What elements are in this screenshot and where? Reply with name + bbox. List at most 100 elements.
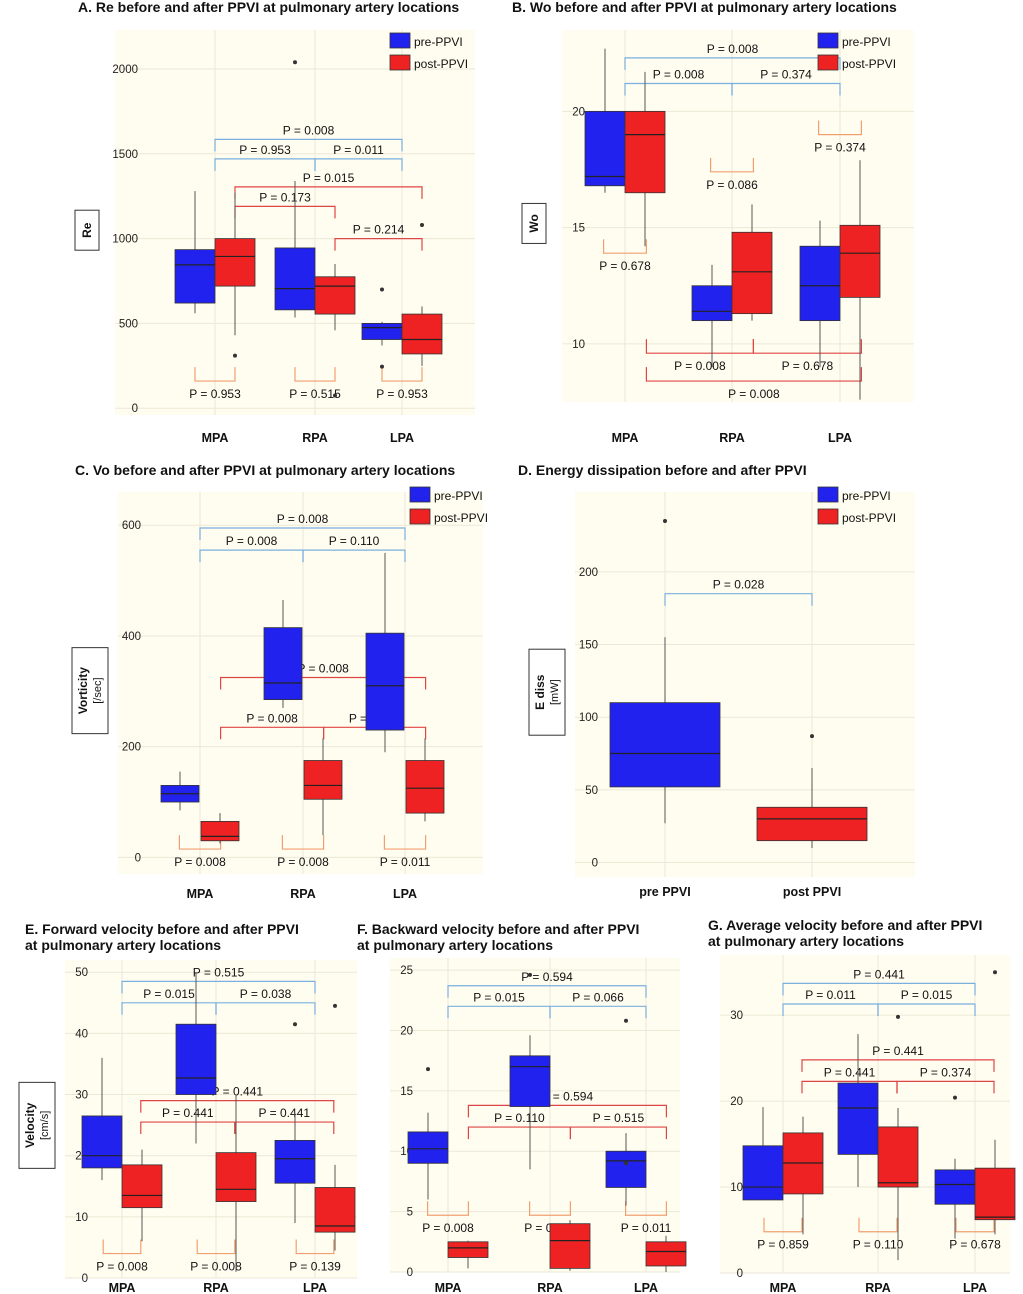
significance-bracket: [955, 1217, 995, 1233]
significance-bracket: [121, 980, 316, 994]
y-tick-label: 20: [572, 106, 585, 118]
panel-g: G. Average velocity before and after PPV…: [708, 917, 1016, 1294]
p-value-label: P = 0.008: [653, 67, 705, 81]
legend-label: post-PPVI: [842, 57, 896, 71]
p-value-label: P = 0.214: [353, 223, 405, 237]
p-value-label: P = 0.008: [707, 42, 759, 56]
y-tick-label: 0: [132, 403, 138, 415]
box-iqr: [447, 1241, 489, 1258]
box-iqr: [303, 760, 343, 800]
x-category-label: MPA: [770, 1281, 797, 1294]
significance-bracket: [625, 1201, 667, 1216]
box-iqr: [81, 1115, 123, 1169]
chart-title: G. Average velocity before and after PPV…: [708, 917, 982, 933]
significance-bracket: [178, 835, 222, 850]
significance-bracket: [801, 1059, 995, 1072]
legend-label: post-PPVI: [414, 57, 468, 71]
x-category-label: MPA: [187, 887, 214, 901]
panel-b: B. Wo before and after PPVI at pulmonary…: [512, 0, 914, 445]
chart-title: C. Vo before and after PPVI at pulmonary…: [75, 462, 455, 478]
p-value-label: P = 0.441: [872, 1044, 924, 1058]
y-tick-label: 100: [579, 712, 598, 724]
y-axis-label-group: Vorticity [/sec]: [76, 667, 104, 714]
y-tick-label: 200: [122, 742, 141, 754]
outlier-point: [233, 353, 237, 358]
significance-bracket: [194, 367, 236, 382]
x-category-label: pre PPVI: [639, 885, 690, 899]
p-value-label: P = 0.594: [542, 1089, 594, 1103]
box-iqr: [361, 323, 403, 340]
outlier-point: [663, 519, 667, 524]
p-value-label: P = 0.374: [920, 1065, 972, 1079]
p-value-label: P = 0.008: [297, 661, 349, 675]
p-value-label: P = 0.008: [246, 711, 298, 725]
y-tick-label: 30: [730, 1010, 743, 1022]
x-category-label: post PPVI: [783, 885, 841, 899]
legend-label: post-PPVI: [842, 511, 896, 525]
box-iqr: [839, 224, 881, 298]
outlier-point: [624, 1018, 628, 1023]
significance-bracket: [199, 527, 406, 540]
significance-bracket: [624, 57, 841, 70]
p-value-label: P = 0.008: [190, 1260, 242, 1274]
y-tick-label: 600: [122, 520, 141, 532]
panel-a: A. Re before and after PPVI at pulmonary…: [74, 0, 475, 445]
outlier-point: [380, 287, 384, 292]
y-axis-label: Wo: [527, 214, 541, 232]
plot-background: [390, 958, 680, 1272]
outlier-point: [293, 60, 297, 65]
significance-bracket: [302, 549, 406, 563]
y-tick-label: 15: [400, 1086, 413, 1098]
p-value-label: P = 0.441: [853, 967, 905, 981]
p-value-label: P = 0.086: [706, 178, 758, 192]
significance-bracket: [763, 1217, 803, 1233]
y-tick-label: 1500: [112, 149, 138, 161]
y-tick-label: 50: [75, 967, 88, 979]
p-value-label: P = 0.110: [853, 1238, 904, 1252]
y-tick-label: 0: [592, 857, 598, 869]
significance-bracket: [549, 1005, 647, 1019]
legend-label: pre-PPVI: [842, 35, 891, 49]
x-category-label: MPA: [109, 1281, 136, 1294]
y-axis-label-group: Velocity [cm/s]: [23, 1102, 51, 1148]
x-category-label: LPA: [303, 1281, 327, 1294]
significance-bracket: [782, 982, 976, 996]
box-iqr: [407, 1131, 449, 1164]
significance-bracket: [818, 120, 862, 136]
p-value-label: P = 0.008: [226, 534, 278, 548]
significance-bracket: [314, 158, 403, 171]
p-value-label: P = 0.515: [193, 965, 245, 979]
significance-bracket: [664, 593, 813, 606]
p-value-label: P = 0.441: [259, 1106, 311, 1120]
outlier-point: [380, 364, 384, 369]
y-axis-label-group: E diss [mW]: [533, 674, 561, 710]
p-value-label: P = 0.008: [283, 123, 335, 137]
y-tick-label: 0: [82, 1273, 88, 1285]
box-iqr: [877, 1126, 919, 1188]
y-tick-label: 200: [579, 567, 598, 579]
legend-swatch: [409, 486, 431, 503]
y-axis-label-box: [18, 1081, 56, 1169]
y-axis-label-group: Re: [80, 222, 94, 238]
y-axis-label-group: Wo: [527, 214, 541, 232]
y-axis-label: Velocity: [23, 1102, 37, 1148]
panel-e: E. Forward velocity before and after PPV…: [18, 921, 357, 1294]
p-value-label: P = 0.441: [162, 1106, 214, 1120]
panel-c: C. Vo before and after PPVI at pulmonary…: [71, 462, 488, 901]
significance-bracket: [281, 835, 325, 850]
significance-bracket: [731, 82, 841, 96]
x-category-label: RPA: [719, 431, 744, 445]
legend-swatch: [817, 54, 839, 71]
box-iqr: [934, 1169, 976, 1205]
y-axis-label-box: [74, 209, 100, 251]
box-iqr: [263, 627, 303, 701]
p-value-label: P = 0.678: [949, 1238, 1001, 1252]
y-axis-label-box: [528, 648, 566, 736]
y-tick-label: 15: [572, 223, 585, 235]
p-value-label: P = 0.374: [814, 141, 866, 155]
box-iqr: [214, 238, 256, 287]
y-axis-label: Re: [80, 222, 94, 238]
y-axis-label-box: [71, 647, 109, 735]
box-iqr: [314, 1187, 356, 1233]
